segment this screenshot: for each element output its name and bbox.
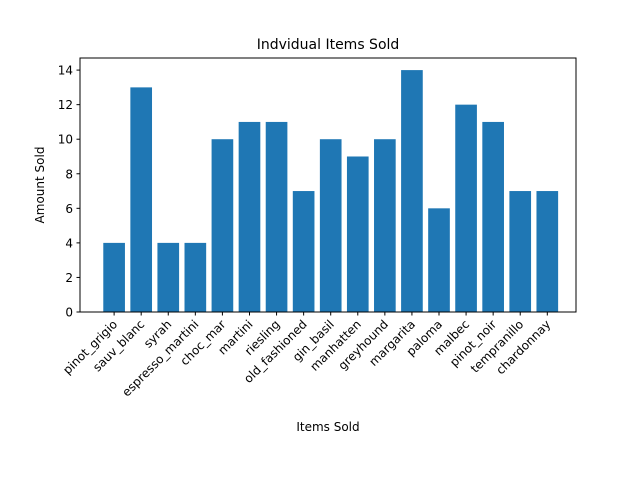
- y-axis: 0 2 4 6 8 10 12 14: [58, 64, 80, 320]
- bar-sauv_blanc: [130, 87, 153, 313]
- bar-greyhound: [374, 139, 396, 312]
- y-tick-label: 6: [65, 202, 73, 216]
- bar-pinot_noir: [482, 121, 504, 312]
- y-tick-label: 0: [65, 306, 73, 320]
- x-axis: pinot_grigiosauv_blancsyrahespresso_mart…: [60, 312, 553, 399]
- bar-paloma: [428, 208, 450, 312]
- bar-syrah: [157, 242, 180, 312]
- bar-gin_basil: [319, 139, 342, 312]
- y-axis-title: Amount Sold: [33, 147, 47, 224]
- y-tick-label: 14: [58, 64, 73, 78]
- y-tick-label: 8: [65, 167, 73, 181]
- y-tick-label: 4: [65, 236, 73, 250]
- bar-riesling: [265, 121, 288, 312]
- bar-tempranillo: [509, 191, 532, 312]
- x-axis-title: Items Sold: [296, 420, 359, 434]
- y-tick-label: 12: [58, 98, 73, 112]
- chart-title: Indvidual Items Sold: [257, 37, 400, 53]
- bars-group: [103, 70, 559, 313]
- bar-espresso_martini: [184, 242, 207, 312]
- y-tick-label: 2: [65, 271, 73, 285]
- plot-frame: [79, 57, 577, 313]
- bar-manhatten: [346, 156, 369, 312]
- bar-malbec: [455, 104, 477, 312]
- bar-chardonnay: [536, 191, 559, 312]
- bar-old_fashioned: [292, 191, 315, 312]
- y-tick-label: 10: [58, 133, 73, 147]
- bar-margarita: [401, 70, 423, 312]
- bar-pinot_grigio: [103, 242, 125, 312]
- bar-choc_mar: [211, 139, 234, 312]
- bar-martini: [238, 121, 261, 312]
